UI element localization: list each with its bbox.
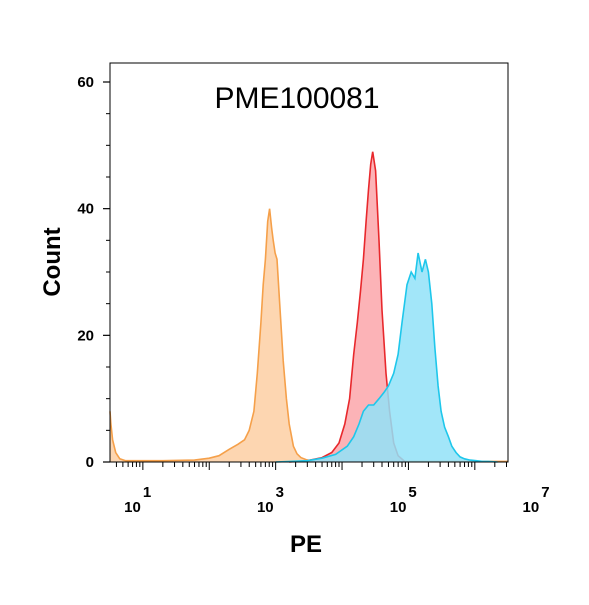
x-tick-label: 10 (390, 499, 407, 516)
x-tick-exponent: 7 (541, 484, 549, 501)
series-1-area (110, 208, 508, 462)
x-tick-label: 10 (523, 499, 540, 516)
x-axis-title: PE (290, 531, 322, 558)
x-tick-label: 10 (124, 499, 141, 516)
x-tick-exponent: 5 (408, 484, 416, 501)
y-tick-label: 0 (86, 454, 94, 471)
y-tick-label: 40 (77, 201, 94, 218)
y-tick-label: 20 (77, 327, 94, 344)
series-layer (109, 151, 508, 463)
series-2-area (289, 151, 406, 462)
x-tick-exponent: 1 (143, 484, 151, 501)
series-1-line (109, 208, 508, 463)
series-3-area (275, 253, 498, 462)
series-2-line (289, 151, 406, 463)
x-tick-label: 10 (257, 499, 274, 516)
y-axis-title: Count (39, 227, 66, 296)
series-3-line (275, 252, 498, 463)
x-tick-exponent: 3 (276, 484, 284, 501)
chart-title: PME100081 (214, 82, 379, 115)
y-tick-label: 60 (77, 74, 94, 91)
plot-frame (109, 62, 509, 463)
